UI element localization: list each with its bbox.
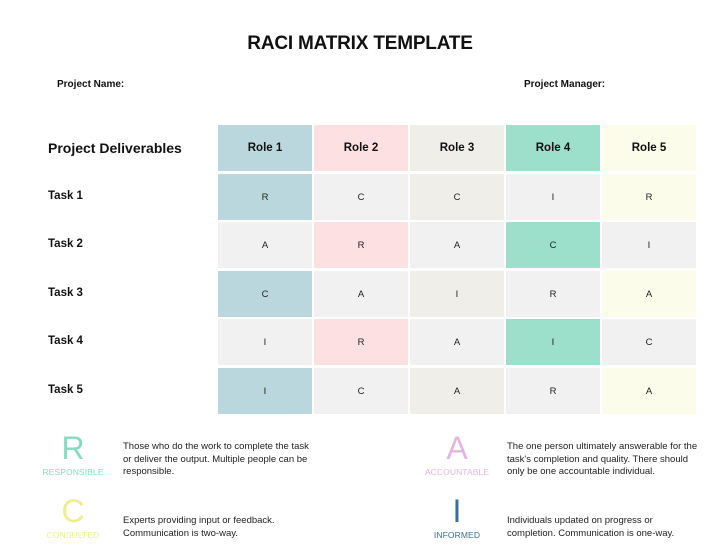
matrix-cell[interactable]: A [314,271,408,317]
matrix-cell[interactable]: A [218,222,312,268]
project-name-label: Project Name: [57,79,125,90]
matrix-cell[interactable]: R [602,174,696,220]
role-header-2: Role 2 [314,125,408,171]
matrix-cell[interactable]: R [506,271,600,317]
task-label-2: Task 2 [48,238,83,250]
matrix-cell[interactable]: R [314,319,408,365]
responsible-description: Those who do the work to complete the ta… [123,441,309,477]
matrix-cell[interactable]: R [506,368,600,414]
task-label-5: Task 5 [48,384,83,396]
task-label-1: Task 1 [48,190,83,202]
informed-word: INFORMED [433,530,481,540]
matrix-cell[interactable]: R [314,222,408,268]
matrix-cell[interactable]: I [410,271,504,317]
accountable-description: The one person ultimately answerable for… [507,441,698,477]
matrix-cell[interactable]: C [218,271,312,317]
matrix-cell[interactable]: A [410,222,504,268]
accountable-word: ACCOUNTABLE [424,467,490,477]
matrix-cell[interactable]: C [410,174,504,220]
matrix-cell[interactable]: A [602,271,696,317]
matrix-cell[interactable]: I [506,319,600,365]
consulted-letter: C [61,493,85,529]
responsible-word: RESPONSIBLE [42,467,104,477]
matrix-cell[interactable]: A [410,319,504,365]
deliverables-header: Project Deliverables [48,140,182,156]
task-label-3: Task 3 [48,287,83,299]
informed-description: Individuals updated on progress or compl… [507,515,675,539]
role-header-3: Role 3 [410,125,504,171]
responsible-letter: R [61,430,85,466]
matrix-cell[interactable]: A [602,368,696,414]
consulted-word: CONSULTED [46,530,100,540]
page-title: RACI MATRIX TEMPLATE [247,33,473,54]
role-header-5: Role 5 [602,125,696,171]
accountable-letter: A [446,430,468,466]
matrix-cell[interactable]: A [410,368,504,414]
role-header-1: Role 1 [218,125,312,171]
task-label-4: Task 4 [48,335,83,347]
role-header-4: Role 4 [506,125,600,171]
matrix-cell[interactable]: R [218,174,312,220]
matrix-cell[interactable]: C [314,368,408,414]
matrix-cell[interactable]: C [314,174,408,220]
matrix-cell[interactable]: I [506,174,600,220]
matrix-cell[interactable]: I [218,368,312,414]
project-manager-label: Project Manager: [524,79,606,90]
matrix-cell[interactable]: I [602,222,696,268]
matrix-cell[interactable]: C [506,222,600,268]
matrix-cell[interactable]: C [602,319,696,365]
consulted-description: Experts providing input or feedback. Com… [123,515,275,539]
informed-letter: I [452,493,462,529]
matrix-cell[interactable]: I [218,319,312,365]
